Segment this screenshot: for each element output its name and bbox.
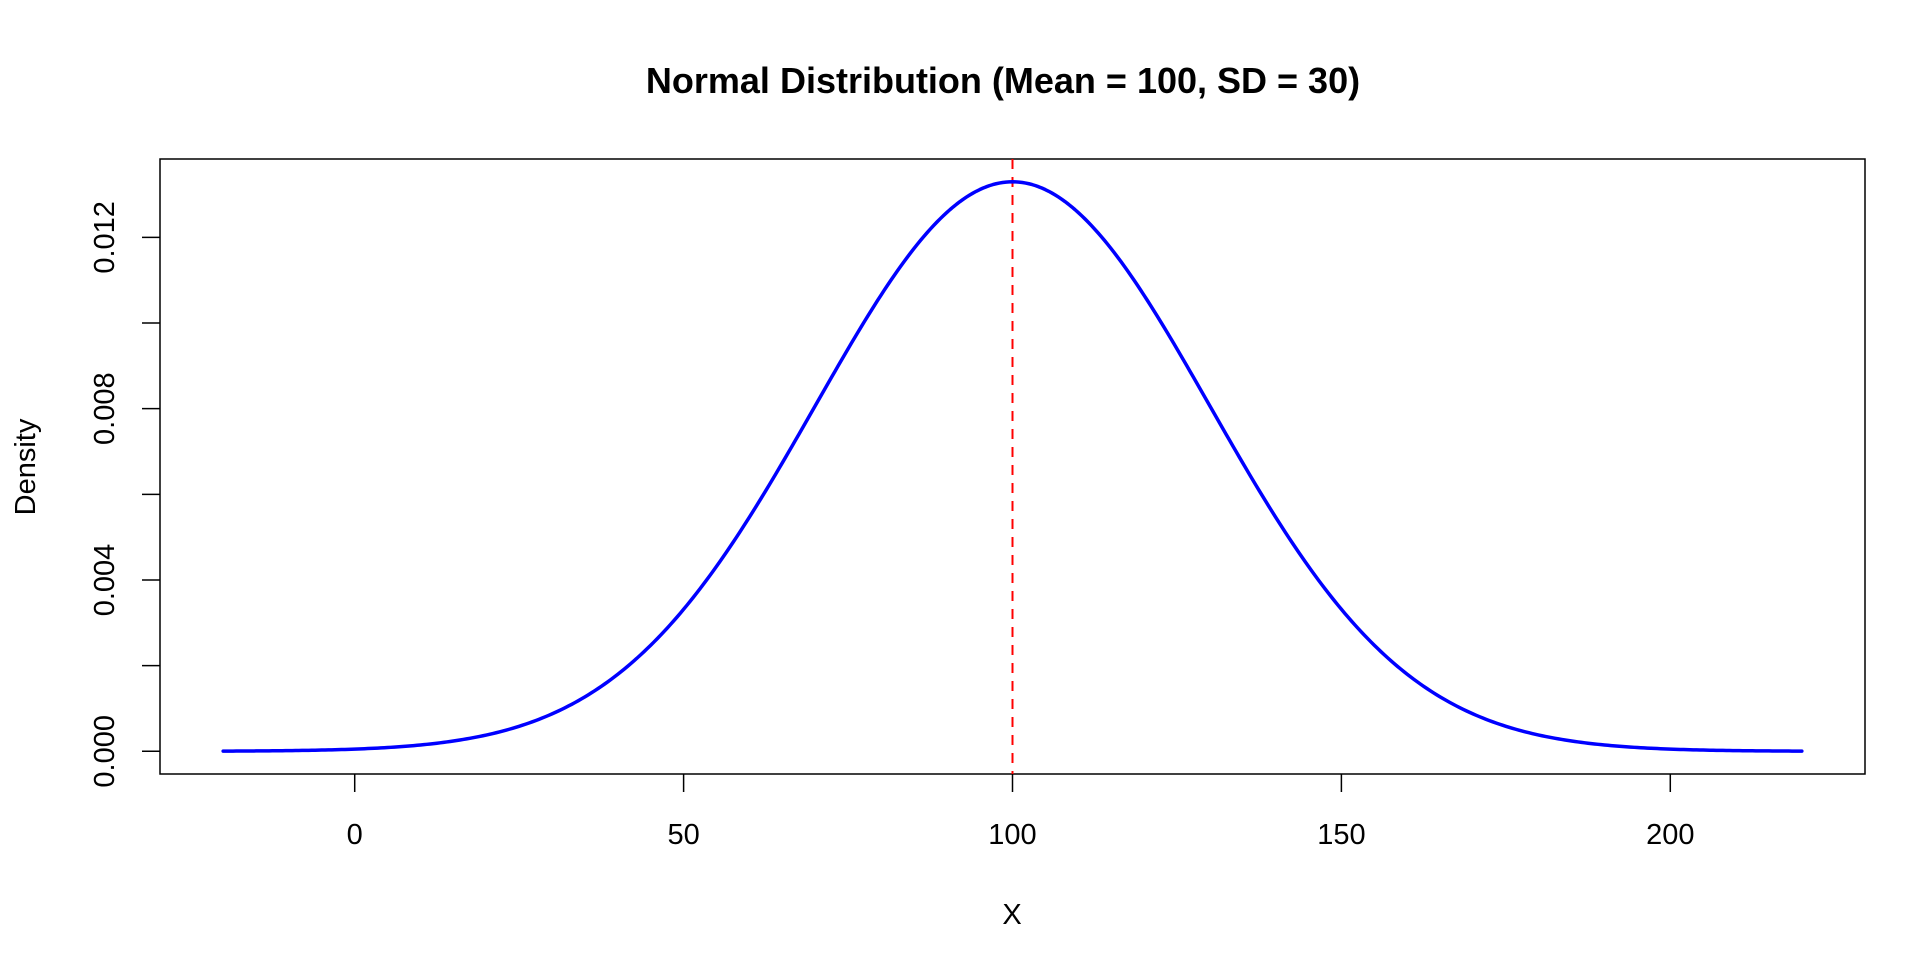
y-tick-label: 0.000 [89,715,121,788]
x-tick-label: 0 [347,819,363,851]
x-tick-label: 200 [1646,819,1694,851]
x-axis-label: X [1002,899,1021,931]
y-axis-label: Density [10,418,42,515]
x-axis: 0 50 100 150 200 [347,774,1694,851]
x-tick-label: 100 [988,819,1036,851]
chart-title: Normal Distribution (Mean = 100, SD = 30… [646,60,1360,101]
x-tick-label: 50 [667,819,699,851]
x-tick-label: 150 [1317,819,1365,851]
y-tick-label: 0.012 [89,201,121,274]
density-curve [221,180,1804,753]
y-tick-label: 0.004 [89,544,121,617]
y-axis: 0.000 0.004 0.008 0.012 [89,201,160,788]
y-tick-label: 0.008 [89,372,121,445]
